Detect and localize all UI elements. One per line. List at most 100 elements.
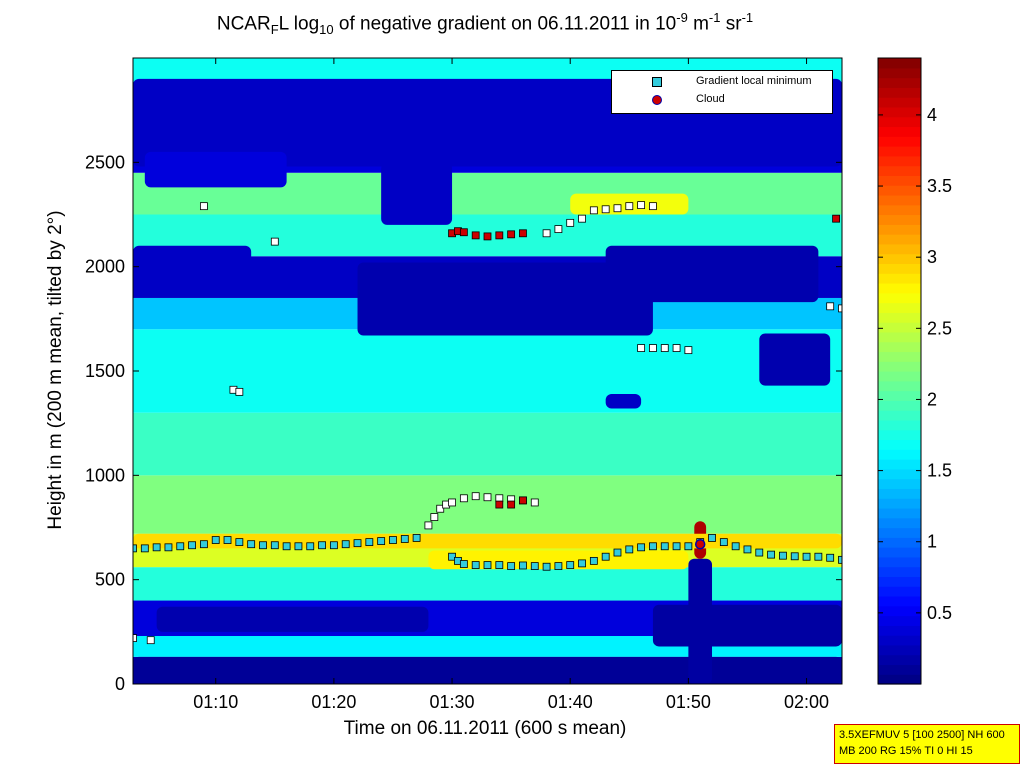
colorbar-segment xyxy=(878,116,921,128)
gradient-minimum-marker xyxy=(625,545,634,554)
gradient-minimum-marker xyxy=(318,541,326,550)
cloud-marker xyxy=(495,500,504,509)
chart-title: NCARFL log10 of negative gradient on 06.… xyxy=(216,10,754,38)
colorbar-segment xyxy=(878,429,921,441)
colorbar-segment xyxy=(878,605,921,617)
gradient-minimum-marker xyxy=(140,544,149,553)
colorbar-tick-label: 2 xyxy=(927,389,937,409)
colorbar-segment xyxy=(878,556,921,568)
colorbar-segment xyxy=(878,654,921,666)
colorbar-segment xyxy=(878,517,921,529)
gradient-minimum-marker xyxy=(802,552,811,561)
y-tick-label: 1000 xyxy=(85,465,125,485)
gradient-minimum-marker xyxy=(235,387,244,396)
colorbar-segment xyxy=(878,302,921,313)
colorbar-tick-label: 1 xyxy=(927,532,937,552)
gradient-minimum-marker xyxy=(530,498,539,507)
legend-label: Cloud xyxy=(696,93,725,105)
gradient-minimum-marker xyxy=(660,344,669,352)
info-line: 3.5XEFMUV 5 [100 2500] NH 600 xyxy=(839,729,1005,741)
gradient-minimum-marker xyxy=(259,541,267,550)
gradient-minimum-marker xyxy=(838,555,842,564)
heatmap-patch xyxy=(381,162,453,225)
colorbar-segment xyxy=(878,204,921,216)
colorbar-segment xyxy=(878,537,921,548)
colorbar-segment xyxy=(878,595,921,607)
heatmap-patch xyxy=(357,262,653,336)
heatmap-band xyxy=(133,567,842,601)
colorbar-segment xyxy=(878,87,921,98)
cloud-marker xyxy=(483,232,492,241)
gradient-minimum-marker xyxy=(637,201,646,210)
gradient-minimum-marker xyxy=(448,552,456,561)
y-tick-label: 500 xyxy=(95,570,125,590)
gradient-minimum-marker xyxy=(554,562,563,571)
colorbar-segment xyxy=(878,390,921,401)
gradient-minimum-marker xyxy=(176,542,185,551)
colorbar-tick-label: 3.5 xyxy=(927,176,952,196)
gradient-minimum-marker xyxy=(146,636,155,645)
heatmap-patch xyxy=(605,245,819,303)
colorbar-tick-label: 1.5 xyxy=(927,461,952,481)
colorbar-segment xyxy=(878,214,921,225)
colorbar-segment xyxy=(878,635,921,646)
gradient-minimum-marker xyxy=(471,561,480,569)
colorbar-segment xyxy=(878,146,921,157)
gradient-minimum-marker xyxy=(790,552,799,561)
gradient-minimum-marker xyxy=(743,545,752,554)
colorbar-segment xyxy=(878,282,921,294)
colorbar-segment xyxy=(878,507,921,519)
colorbar-segment xyxy=(878,498,921,509)
gradient-minimum-marker xyxy=(133,634,137,642)
colorbar-segment xyxy=(878,97,921,108)
heatmap-band xyxy=(133,329,842,413)
colorbar-segment xyxy=(878,331,921,343)
colorbar-segment xyxy=(878,400,921,411)
legend-dot-marker xyxy=(652,95,662,105)
gradient-minimum-marker xyxy=(448,498,456,507)
gradient-minimum-marker xyxy=(767,550,775,559)
colorbar-segment xyxy=(878,527,921,538)
gradient-minimum-marker xyxy=(826,302,835,311)
heatmap-patch xyxy=(688,558,713,684)
colorbar-segment xyxy=(878,380,921,392)
x-tick-label: 01:10 xyxy=(193,692,238,712)
gradient-minimum-marker xyxy=(601,205,610,214)
gradient-minimum-marker xyxy=(613,548,622,557)
gradient-minimum-marker xyxy=(377,537,386,545)
gradient-minimum-marker xyxy=(471,492,480,501)
colorbar-segment xyxy=(878,58,921,69)
cloud-marker xyxy=(507,500,516,509)
colorbar-segment xyxy=(878,67,921,79)
x-tick-label: 01:30 xyxy=(430,692,475,712)
gradient-minimum-marker xyxy=(814,552,823,561)
gradient-minimum-marker xyxy=(199,202,208,211)
heatmap-patch xyxy=(428,550,689,570)
colorbar-segment xyxy=(878,625,921,636)
gradient-minimum-marker xyxy=(152,543,161,552)
gradient-minimum-marker xyxy=(188,541,196,550)
colorbar-segment xyxy=(878,155,921,167)
gradient-minimum-marker xyxy=(424,521,433,530)
colorbar-segment xyxy=(878,468,921,480)
colorbar-segment xyxy=(878,410,921,421)
colorbar-tick-label: 4 xyxy=(927,105,937,125)
colorbar-segment xyxy=(878,292,921,304)
x-tick-label: 02:00 xyxy=(784,692,829,712)
colorbar-segment xyxy=(878,77,921,88)
gradient-minimum-marker xyxy=(483,561,492,569)
heatmap-patch xyxy=(133,656,842,684)
heatmap-layer xyxy=(133,58,842,684)
gradient-minimum-marker xyxy=(601,552,610,561)
gradient-minimum-marker xyxy=(294,542,303,551)
info-line: MB 200 RG 15% TI 0 HI 15 xyxy=(839,745,973,757)
colorbar-segment xyxy=(878,419,921,431)
gradient-minimum-marker xyxy=(542,229,551,238)
gradient-minimum-marker xyxy=(826,553,835,562)
colorbar-tick-label: 0.5 xyxy=(927,603,952,623)
x-tick-label: 01:50 xyxy=(666,692,711,712)
gradient-minimum-marker xyxy=(412,534,421,542)
colorbar-segment xyxy=(878,664,921,675)
gradient-minimum-marker xyxy=(400,535,409,543)
colorbar-segment xyxy=(878,165,921,176)
